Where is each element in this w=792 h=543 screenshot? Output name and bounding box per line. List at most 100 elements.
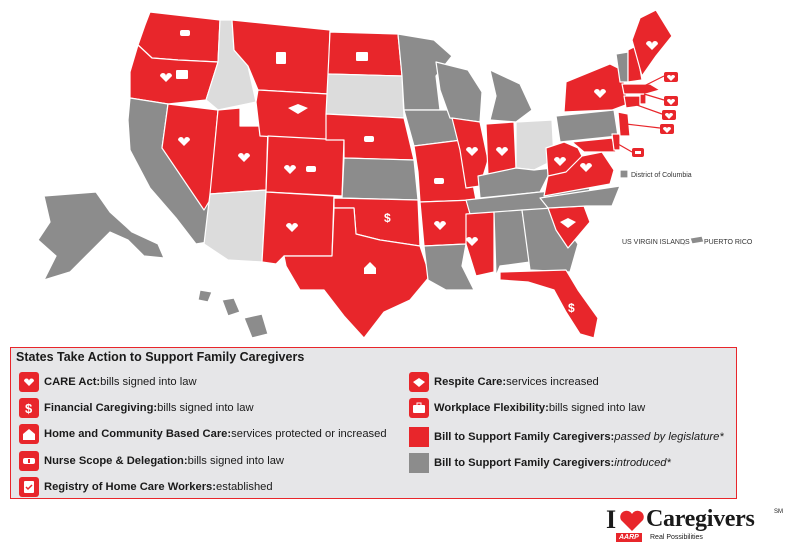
legend-label-italic: passed by legislature* <box>614 431 724 443</box>
dollar-sign-icon-ok: $ <box>384 211 391 225</box>
brand-tm: SM <box>774 509 783 515</box>
state-minnesota[interactable] <box>397 33 453 111</box>
heart-hand-icon-me <box>646 41 658 50</box>
brand-logo: I Caregivers SM AARP Real Possibilities <box>602 505 792 543</box>
clipboard-icon <box>276 52 286 64</box>
state-north-carolina[interactable] <box>539 185 621 209</box>
nurse-cap-icon-co <box>306 166 316 172</box>
territory-puerto-rico[interactable] <box>689 235 705 245</box>
legend-item-care-act: CARE Act: bills signed into law <box>19 372 197 392</box>
house-icon <box>19 424 39 444</box>
us-map-svg: $ $ District of Columbia US VIRGIN ISLAN… <box>37 9 753 339</box>
state-ohio[interactable] <box>515 119 555 171</box>
house-icon-tx <box>364 262 376 274</box>
svg-text:$: $ <box>25 401 33 415</box>
state-rhode-island[interactable] <box>639 93 647 105</box>
state-delaware[interactable] <box>611 133 621 151</box>
state-georgia[interactable] <box>521 207 579 273</box>
state-alabama[interactable] <box>493 209 531 277</box>
callout-de <box>632 148 644 157</box>
state-louisiana[interactable] <box>423 243 475 291</box>
state-hawaii-3[interactable] <box>243 313 269 339</box>
legend-panel: States Take Action to Support Family Car… <box>10 347 737 499</box>
state-michigan[interactable] <box>489 69 533 123</box>
state-maine[interactable] <box>631 9 673 77</box>
heart-hand-icon-in <box>496 147 508 156</box>
callout-nj <box>660 124 674 134</box>
legend-item-hcbs: Home and Community Based Care: services … <box>19 424 387 444</box>
heart-hand-icon <box>19 372 39 392</box>
us-map: $ $ District of Columbia US VIRGIN ISLAN… <box>37 9 753 339</box>
legend-item-introduced: Bill to Support Family Caregivers: intro… <box>409 453 671 473</box>
handshake-icon-wy <box>288 104 308 114</box>
label-dc: District of Columbia <box>631 172 692 179</box>
legend-item-passed: Bill to Support Family Caregivers: passe… <box>409 427 724 447</box>
legend-title: States Take Action to Support Family Car… <box>16 350 305 364</box>
briefcase-icon <box>176 70 188 79</box>
state-hawaii-1[interactable] <box>197 289 213 303</box>
state-arizona[interactable] <box>203 189 267 263</box>
legend-item-registry: Registry of Home Care Workers: establish… <box>19 477 273 497</box>
state-florida[interactable] <box>499 269 599 339</box>
label-pr: PUERTO RICO <box>704 239 753 246</box>
introduced-swatch <box>409 453 429 473</box>
clipboard-icon <box>19 477 39 497</box>
dollar-sign-icon: $ <box>19 398 39 418</box>
heart-hand-icon-co <box>284 165 296 174</box>
briefcase-icon-nd <box>356 52 368 61</box>
legend-label-bold: CARE Act: <box>44 376 101 388</box>
callout-lines <box>617 75 665 153</box>
legend-label-bold: Nurse Scope & Delegation: <box>44 455 188 467</box>
state-kansas[interactable] <box>341 157 419 201</box>
state-texas[interactable] <box>283 207 431 339</box>
territory-usvi[interactable] <box>681 241 687 247</box>
legend-label-bold: Financial Caregiving: <box>44 402 158 414</box>
state-icons: $ $ <box>160 30 658 315</box>
dollar-sign-icon-fl: $ <box>568 301 575 315</box>
state-new-mexico[interactable] <box>261 191 335 265</box>
legend-item-respite: Respite Care: services increased <box>409 372 599 392</box>
heart-hand-icon-ms <box>466 237 478 246</box>
legend-label-text: bills signed into law <box>548 402 646 414</box>
heart-hand-icon-va <box>580 163 592 172</box>
legend-label-text: established <box>216 481 273 493</box>
heart-hand-icon-wv <box>554 157 566 166</box>
state-alaska[interactable] <box>37 191 165 281</box>
state-hawaii-2[interactable] <box>221 297 241 317</box>
legend-label-text: bills signed into law <box>187 455 284 467</box>
nurse-cap-icon-wa <box>180 30 190 36</box>
state-washington[interactable] <box>137 11 221 63</box>
state-massachusetts[interactable] <box>621 83 661 95</box>
brand-tagline: Real Possibilities <box>650 534 703 541</box>
legend-label-bold: Bill to Support Family Caregivers: <box>434 431 615 443</box>
passed-swatch <box>409 427 429 447</box>
heart-hand-icon-il <box>466 147 478 156</box>
state-south-dakota[interactable] <box>325 73 405 119</box>
callout-icons <box>632 72 678 157</box>
state-new-hampshire[interactable] <box>627 45 643 83</box>
state-mississippi[interactable] <box>465 211 495 277</box>
legend-item-workplace: Workplace Flexibility: bills signed into… <box>409 398 645 418</box>
heart-hand-icon-ut <box>238 153 250 162</box>
heart-hand-icon-nm <box>286 223 298 232</box>
brand-caregivers: Caregivers <box>646 506 755 532</box>
state-colorado[interactable] <box>265 135 345 197</box>
heart-icon <box>620 510 644 531</box>
callout-ma <box>664 72 678 82</box>
state-maryland[interactable] <box>571 137 617 153</box>
state-nevada[interactable] <box>161 103 219 211</box>
legend-label-italic: introduced* <box>614 457 671 469</box>
briefcase-icon <box>409 398 429 418</box>
aarp-logo: AARP <box>616 533 642 542</box>
state-wyoming[interactable] <box>255 89 329 141</box>
state-dc-swatch[interactable] <box>619 169 629 179</box>
state-connecticut[interactable] <box>623 95 641 109</box>
legend-label-bold: Registry of Home Care Workers: <box>44 481 217 493</box>
legend-label-text: services increased <box>506 376 599 388</box>
legend-label-bold: Bill to Support Family Caregivers: <box>434 457 615 469</box>
handshake-icon-sc <box>560 218 576 228</box>
heart-hand-icon-ny <box>594 89 606 98</box>
callout-ct <box>662 110 676 120</box>
state-new-jersey[interactable] <box>617 111 631 137</box>
state-pennsylvania[interactable] <box>555 109 619 143</box>
